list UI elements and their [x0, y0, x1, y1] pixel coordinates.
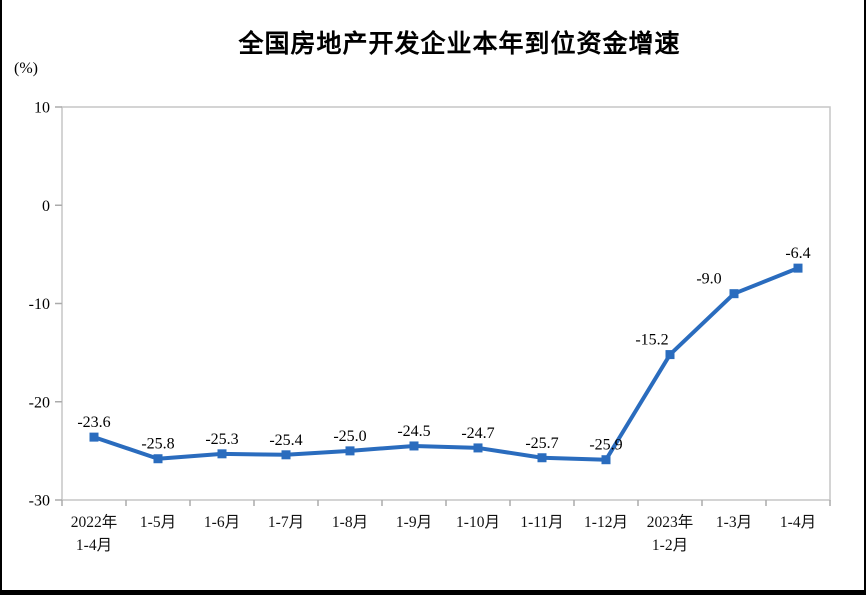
data-point	[89, 432, 99, 442]
x-category-label: 2023年 1-2月	[647, 513, 694, 554]
series-line	[92, 266, 800, 462]
data-label: -23.6	[77, 414, 110, 431]
y-tick-label: 10	[34, 100, 50, 117]
x-category-label: 1-7月	[268, 514, 304, 531]
data-label: -6.4	[785, 245, 810, 262]
data-point	[537, 453, 547, 463]
data-point	[153, 454, 163, 464]
plot-border	[61, 106, 831, 501]
data-point	[665, 350, 675, 360]
data-point	[601, 455, 611, 465]
x-category-label: 1-8月	[332, 514, 368, 531]
x-category-label: 1-4月	[780, 514, 816, 531]
y-axis: 10 0 -10 -20 -30	[29, 100, 62, 510]
data-label: -24.5	[397, 423, 430, 440]
data-point	[281, 450, 291, 460]
data-label: -25.9	[589, 437, 622, 454]
y-tick-label: -30	[29, 493, 50, 510]
data-label: -25.3	[205, 431, 238, 448]
y-tick-label: -20	[29, 394, 50, 411]
data-point	[345, 446, 355, 456]
x-category-label: 1-12月	[584, 514, 628, 531]
x-category-label: 1-3月	[716, 514, 752, 531]
data-label: -25.7	[525, 435, 558, 452]
x-category-label: 1-11月	[520, 514, 563, 531]
data-point	[217, 449, 227, 459]
x-axis: 2022年 1-4月 1-5月 1-6月 1-7月 1-8月 1-9月 1-10月 1-11月 1…	[61, 500, 831, 554]
y-axis-unit-label: (%)	[14, 60, 38, 77]
x-category-label: 2022年 1-4月	[71, 513, 118, 554]
data-point	[793, 263, 803, 273]
data-point	[729, 289, 739, 299]
y-tick-label: -10	[29, 296, 50, 313]
y-tick-label: 0	[42, 198, 50, 215]
data-point	[409, 441, 419, 451]
data-label: -9.0	[696, 271, 721, 288]
data-label: -15.2	[635, 332, 668, 349]
x-category-label: 1-10月	[456, 514, 500, 531]
x-category-label: 1-6月	[204, 514, 240, 531]
data-point	[473, 443, 483, 453]
data-label: -25.0	[333, 428, 366, 445]
x-category-label: 1-5月	[140, 514, 176, 531]
chart-title: 全国房地产开发企业本年到位资金增速	[238, 29, 681, 58]
data-label: -25.4	[269, 432, 302, 449]
x-category-label: 1-9月	[396, 514, 432, 531]
data-label: -25.8	[141, 436, 174, 453]
data-label: -24.7	[461, 425, 494, 442]
